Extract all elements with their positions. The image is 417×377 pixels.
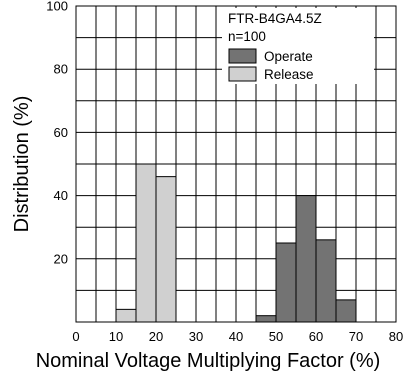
model-label: FTR-B4GA4.5Z [228, 11, 322, 26]
y-tick-label: 100 [46, 0, 68, 14]
legend: FTR-B4GA4.5Z n=100 Operate Release [222, 8, 374, 84]
x-tick-label: 70 [349, 329, 363, 344]
sample-size-label: n=100 [228, 29, 266, 44]
plot-frame [75, 5, 397, 323]
x-tick-label: 30 [189, 329, 203, 344]
bar-operate [295, 195, 317, 323]
legend-label-operate: Operate [264, 49, 313, 64]
legend-label-release: Release [264, 67, 314, 82]
x-tick-labels: 0 10 20 30 40 50 60 70 80 [72, 329, 403, 344]
x-tick-label: 40 [229, 329, 243, 344]
bar-release [135, 163, 157, 323]
bars [115, 163, 357, 323]
legend-swatch-release [228, 66, 257, 82]
y-tick-label: 40 [54, 188, 68, 203]
bar-operate [275, 242, 297, 323]
bar-operate [335, 299, 357, 323]
bar-release [115, 308, 137, 323]
x-tick-label: 0 [72, 329, 79, 344]
y-tick-label: 80 [54, 62, 68, 77]
x-tick-label: 80 [389, 329, 403, 344]
x-tick-label: 50 [269, 329, 283, 344]
x-tick-label: 60 [309, 329, 323, 344]
y-axis-title: Distribution (%) [11, 96, 33, 233]
x-axis-title: Nominal Voltage Multiplying Factor (%) [36, 350, 381, 372]
y-tick-label: 60 [54, 125, 68, 140]
x-tick-label: 10 [109, 329, 123, 344]
y-tick-label: 20 [54, 251, 68, 266]
bar-release [155, 176, 177, 323]
y-tick-labels: 20 40 60 80 100 [46, 0, 68, 266]
bar-operate [315, 239, 337, 323]
legend-swatch-operate [228, 48, 257, 64]
bar-operate [255, 315, 277, 323]
x-tick-label: 20 [149, 329, 163, 344]
